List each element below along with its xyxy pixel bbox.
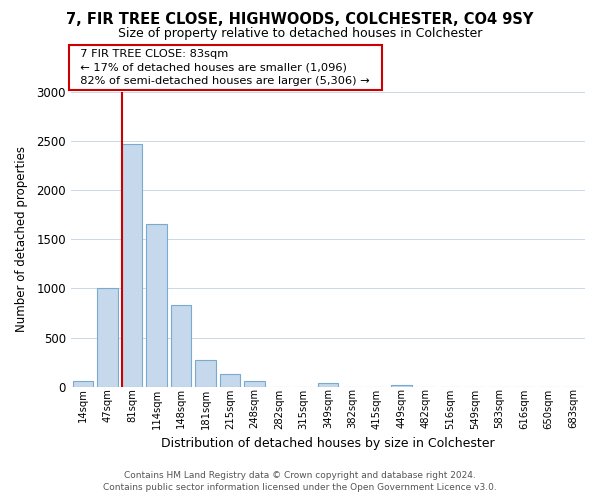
Bar	[122, 144, 142, 387]
Bar	[317, 383, 338, 387]
Text: Contains HM Land Registry data © Crown copyright and database right 2024.
Contai: Contains HM Land Registry data © Crown c…	[103, 471, 497, 492]
Bar	[146, 224, 167, 387]
Y-axis label: Number of detached properties: Number of detached properties	[15, 146, 28, 332]
Text: 7, FIR TREE CLOSE, HIGHWOODS, COLCHESTER, CO4 9SY: 7, FIR TREE CLOSE, HIGHWOODS, COLCHESTER…	[67, 12, 533, 28]
Bar	[73, 382, 94, 387]
Bar	[195, 360, 216, 387]
Text: Size of property relative to detached houses in Colchester: Size of property relative to detached ho…	[118, 28, 482, 40]
Bar	[170, 305, 191, 387]
Text: 7 FIR TREE CLOSE: 83sqm  
  ← 17% of detached houses are smaller (1,096)  
  82%: 7 FIR TREE CLOSE: 83sqm ← 17% of detache…	[73, 50, 377, 86]
Bar	[391, 385, 412, 387]
Bar	[97, 288, 118, 387]
Bar	[220, 374, 241, 387]
Bar	[244, 382, 265, 387]
X-axis label: Distribution of detached houses by size in Colchester: Distribution of detached houses by size …	[161, 437, 495, 450]
